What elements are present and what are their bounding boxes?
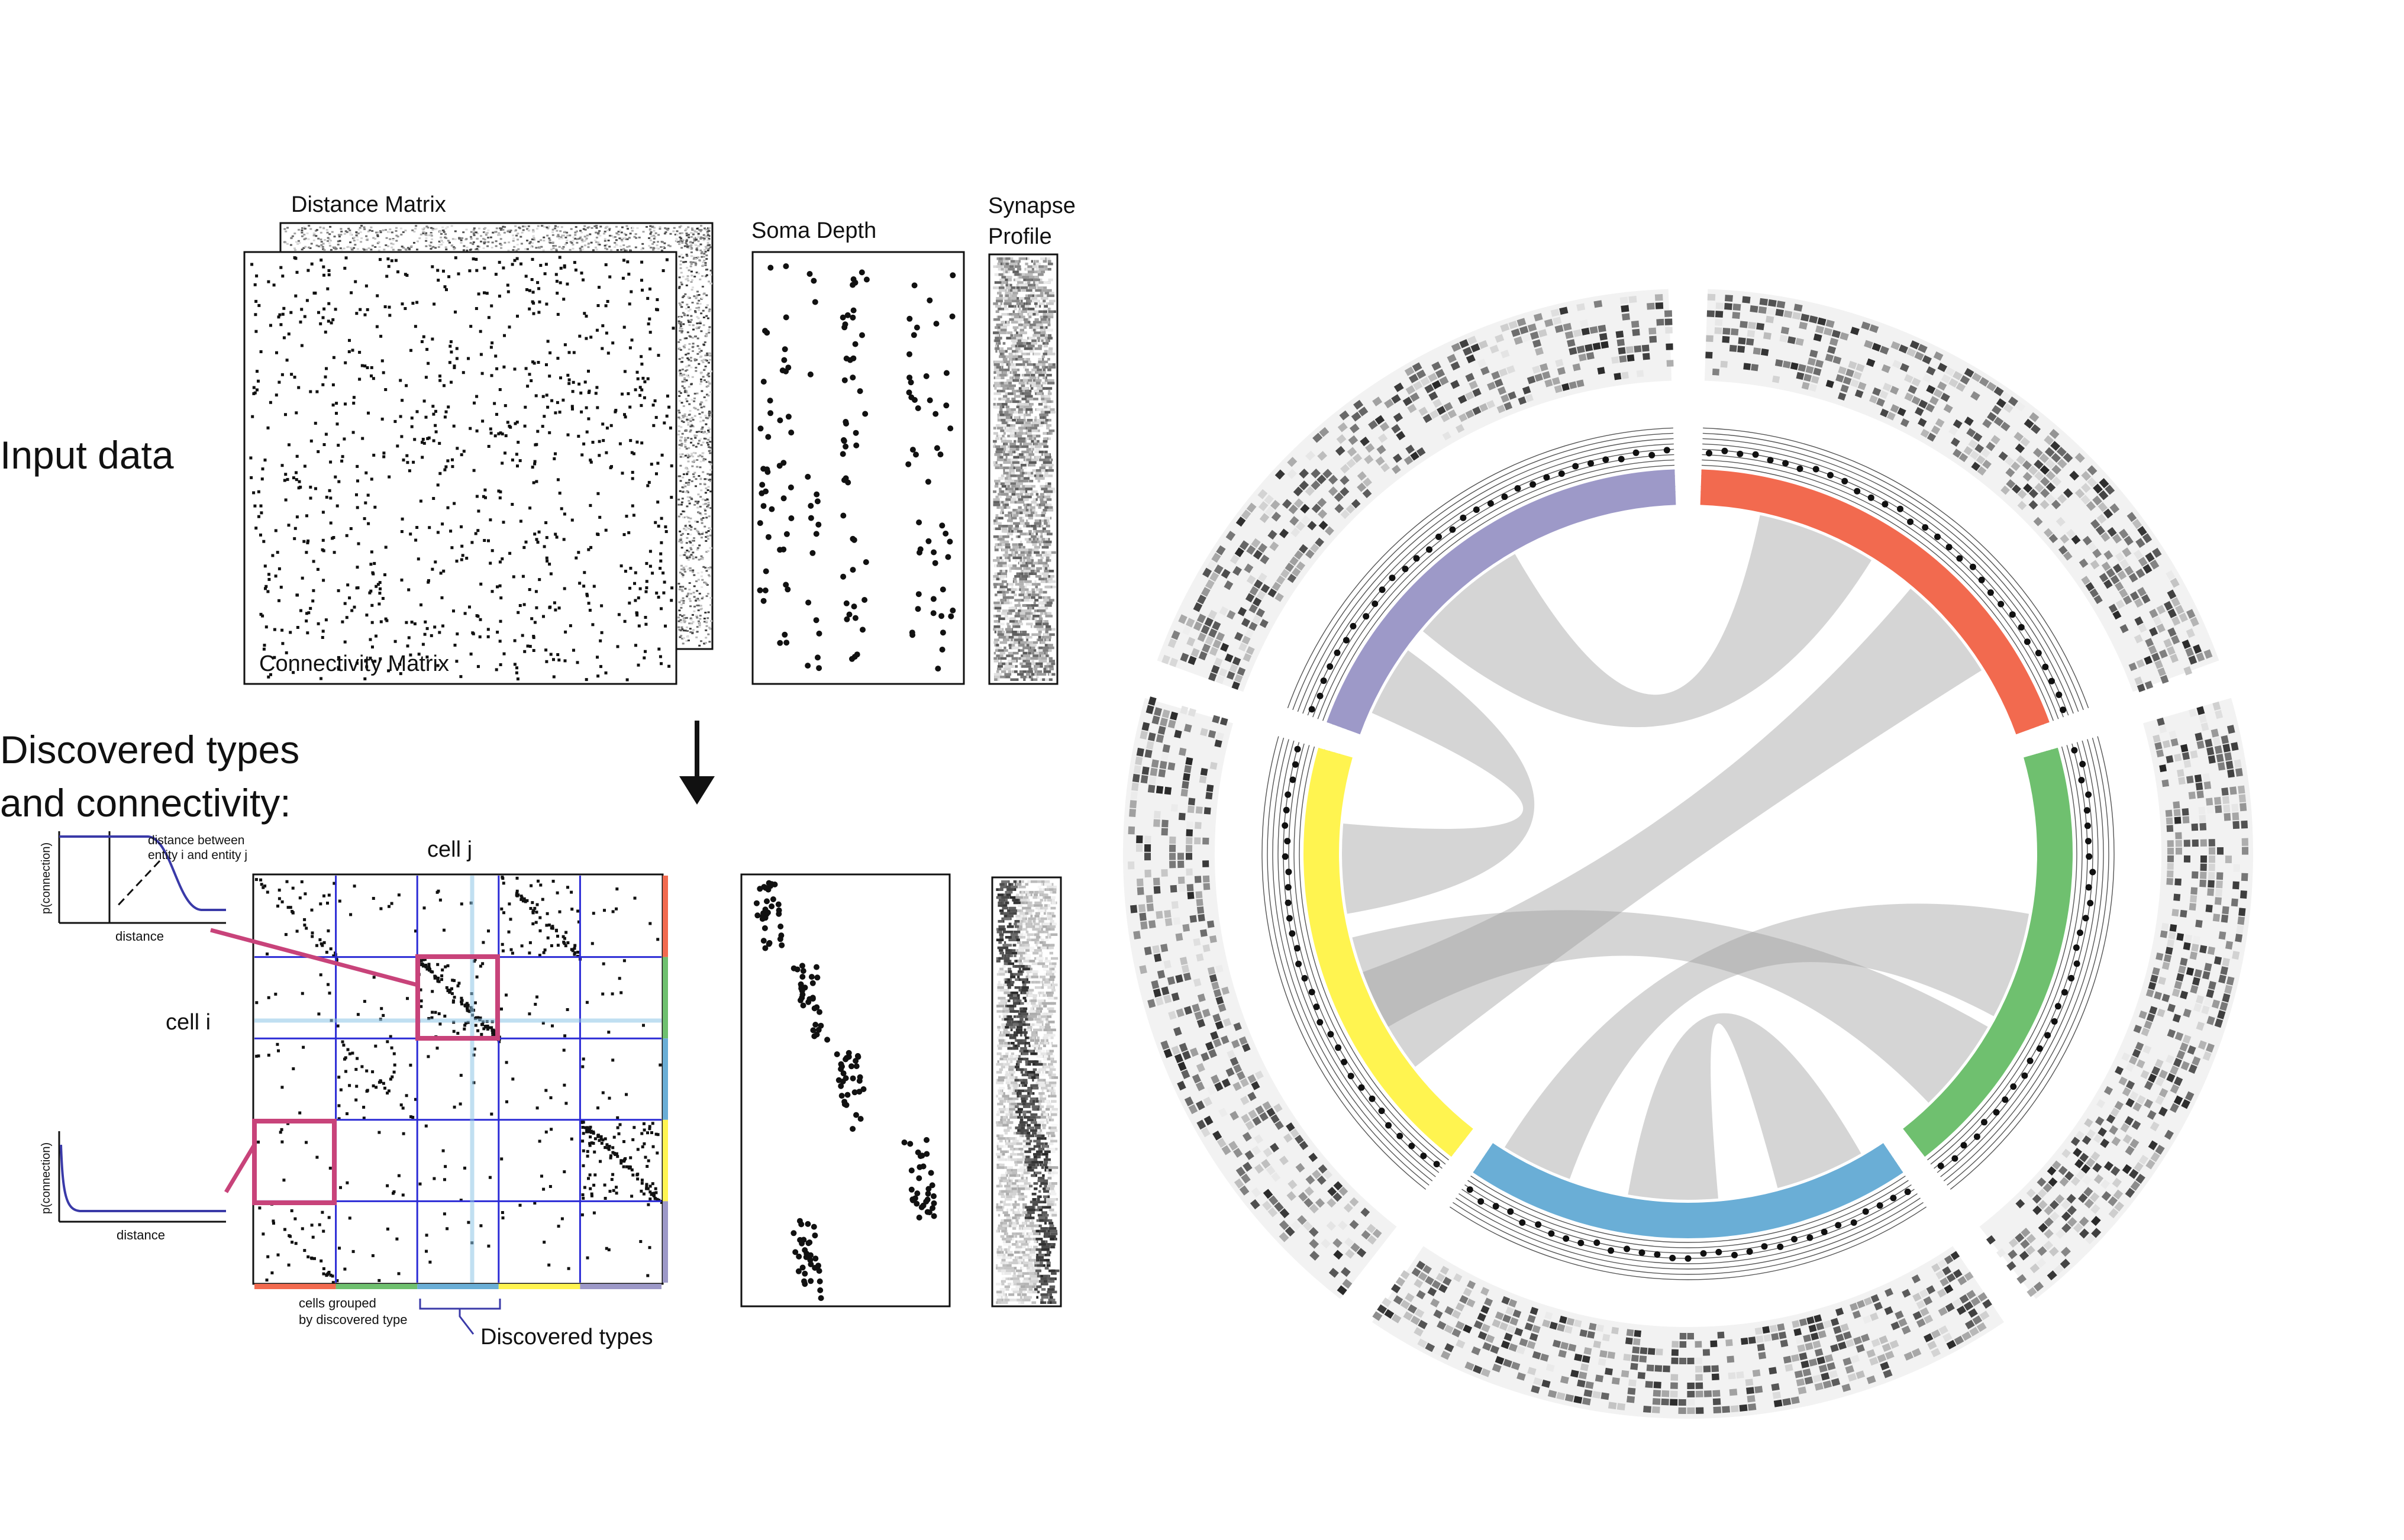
synapse-profile-sorted-rows bbox=[996, 880, 1060, 1304]
distance-prob-plot-top: p(connection) distance distance between … bbox=[40, 831, 247, 944]
cell-j-label: cell j bbox=[427, 837, 472, 862]
cells-grouped-label-2: by discovered type bbox=[299, 1312, 407, 1327]
synapse-profile-rows bbox=[993, 257, 1056, 681]
distance-matrix-label: Distance Matrix bbox=[291, 192, 446, 217]
discovered-label-1: Discovered types bbox=[0, 728, 299, 771]
highlight-cross bbox=[254, 876, 661, 1283]
p-connection-label-top: p(connection) bbox=[40, 842, 53, 914]
soma-depth-sorted-panel bbox=[740, 873, 951, 1307]
type-color-bars bbox=[254, 876, 668, 1289]
distance-prob-plot-bottom: p(connection) distance bbox=[40, 1131, 226, 1242]
down-arrow-icon bbox=[679, 721, 715, 805]
discovered-types-label: Discovered types bbox=[480, 1325, 653, 1349]
discovered-label-2: and connectivity: bbox=[0, 781, 291, 825]
cells-grouped-label-1: cells grouped bbox=[299, 1296, 376, 1310]
connectivity-matrix bbox=[243, 251, 677, 685]
discovered-types-bracket bbox=[419, 1299, 501, 1335]
distance-label-top: distance bbox=[115, 929, 164, 944]
reordered-matrix bbox=[252, 873, 664, 1285]
soma-depth-label: Soma Depth bbox=[751, 218, 876, 243]
synapse-profile-label-1: Synapse bbox=[988, 193, 1076, 218]
soma-depth-panel bbox=[751, 251, 965, 685]
soma-depth-sorted-dots bbox=[753, 880, 937, 1302]
connectivity-matrix-label: Connectivity Matrix bbox=[259, 651, 449, 676]
p-connection-label-bottom: p(connection) bbox=[40, 1142, 53, 1214]
circos-diagram bbox=[1123, 289, 2253, 1419]
highlight-block-top bbox=[415, 954, 500, 1041]
pointer-line-bottom bbox=[224, 1144, 257, 1193]
distance-label-bottom: distance bbox=[117, 1228, 165, 1242]
highlight-block-bottom bbox=[252, 1119, 337, 1205]
input-data-label: Input data bbox=[0, 433, 174, 477]
reordered-matrix-dots bbox=[254, 876, 664, 1286]
synapse-profile-label-2: Profile bbox=[988, 224, 1052, 249]
cell-i-label: cell i bbox=[166, 1010, 211, 1035]
distance-between-label-2: entity i and entity j bbox=[148, 848, 247, 862]
soma-depth-dots bbox=[757, 263, 956, 672]
distance-between-label-1: distance between bbox=[148, 834, 244, 847]
pointer-line-top bbox=[210, 928, 418, 987]
connectivity-matrix-dots bbox=[249, 256, 675, 682]
